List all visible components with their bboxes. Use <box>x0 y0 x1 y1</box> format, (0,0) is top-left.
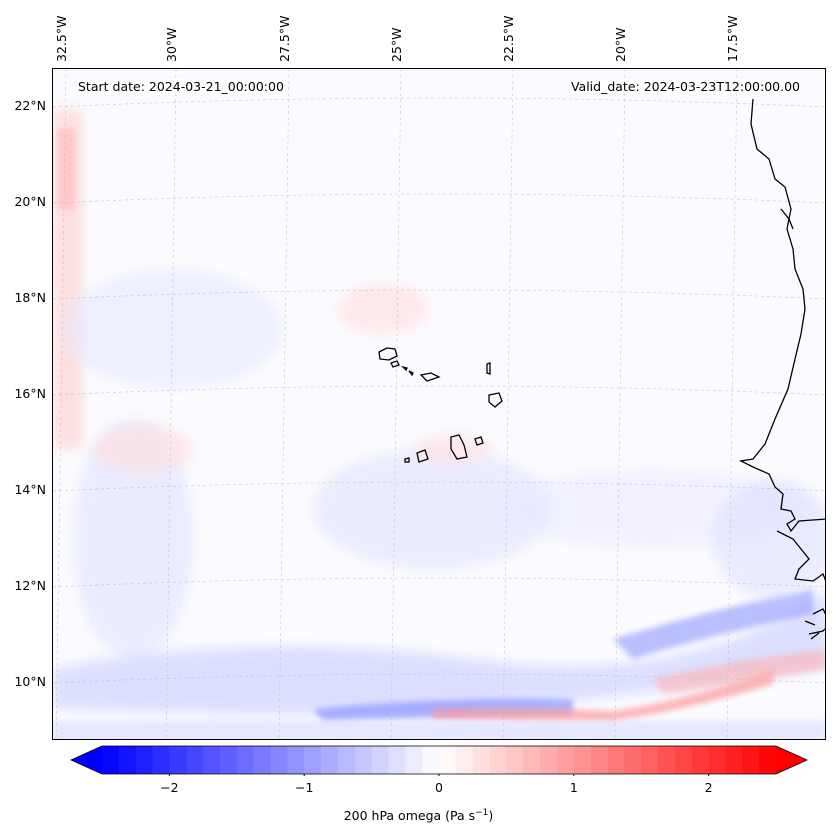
omega-field <box>53 109 825 739</box>
colorbar-extend-max <box>776 746 807 774</box>
meridian-line <box>614 69 626 739</box>
santo-antao-island <box>378 347 398 361</box>
colorbar-segment <box>708 746 727 774</box>
meridian-line <box>390 69 402 739</box>
latitude-label: 20°N <box>14 194 46 209</box>
meridian-line <box>726 69 738 739</box>
latitude-label: 18°N <box>14 290 46 305</box>
colorbar-segment <box>186 746 204 774</box>
colorbar-segment <box>371 746 390 774</box>
colorbar-segment <box>725 746 743 774</box>
longitude-label: 30°W <box>164 27 179 62</box>
parallel-line <box>53 385 825 396</box>
parallel-line <box>53 289 825 300</box>
colorbar-segment <box>304 746 322 774</box>
parallel-line <box>53 577 825 588</box>
colorbar-segment <box>556 746 575 774</box>
colorbar-segment <box>287 746 305 774</box>
meridian-line <box>165 69 177 739</box>
latitude-label: 12°N <box>14 578 46 593</box>
colorbar-segment <box>674 746 693 774</box>
latitude-label: 16°N <box>14 386 46 401</box>
latitude-label: 10°N <box>14 674 46 689</box>
colorbar-segment <box>742 746 760 774</box>
longitude-label: 25°W <box>389 27 404 62</box>
colorbar-segment <box>253 746 272 774</box>
colorbar-segment <box>506 746 524 774</box>
colorbar-segment <box>135 746 154 774</box>
colorbar-segment <box>472 746 491 774</box>
colorbar-segment <box>540 746 558 774</box>
map-panel: Start date: 2024-03-21_00:00:00 Valid_da… <box>52 68 826 740</box>
colorbar-segment <box>388 746 406 774</box>
colorbar-segment <box>439 746 457 774</box>
colorbar-segment <box>152 746 170 774</box>
longitude-label: 32.5°W <box>54 15 69 62</box>
colorbar-segment <box>590 746 609 774</box>
meridian-line <box>502 69 514 739</box>
colorbar-segment <box>759 746 777 774</box>
longitude-label: 17.5°W <box>725 15 740 62</box>
colorbar-segment <box>203 746 221 774</box>
longitude-label: 27.5°W <box>277 15 292 62</box>
valid-date-label: Valid_date: 2024-03-23T12:00:00.00 <box>570 79 800 94</box>
colorbar-outline <box>70 745 808 775</box>
colorbar-tick-label: −1 <box>294 780 314 795</box>
colorbar-label: 200 hPa omega (Pa s−1) <box>343 808 494 824</box>
colorbar-segment <box>573 746 592 774</box>
colorbar-segment <box>236 746 255 774</box>
colorbar-segment <box>455 746 474 774</box>
colorbar-segment <box>219 746 238 774</box>
colorbar-segment <box>118 746 137 774</box>
start-date-label: Start date: 2024-03-21_00:00:00 <box>78 79 284 94</box>
parallel-line <box>53 673 825 684</box>
colorbar-segment <box>321 746 339 774</box>
colorbar-tick-label: 0 <box>435 780 443 795</box>
parallel-line <box>53 97 825 108</box>
meridian-line <box>278 69 290 739</box>
parallel-line <box>53 481 825 492</box>
latitude-label: 14°N <box>14 482 46 497</box>
colorbar-segment <box>337 746 356 774</box>
coastlines <box>378 98 825 640</box>
latitude-label: 22°N <box>14 98 46 113</box>
colorbar-segment <box>102 746 120 774</box>
colorbar-segment <box>641 746 659 774</box>
longitude-label: 22.5°W <box>501 15 516 62</box>
colorbar-segment <box>169 746 187 774</box>
colorbar-segment <box>422 746 440 774</box>
colorbar-segment <box>691 746 710 774</box>
longitude-label: 20°W <box>613 27 628 62</box>
colorbar-segment <box>354 746 373 774</box>
colorbar-tick-label: 1 <box>569 780 578 795</box>
parallel-line <box>53 193 825 204</box>
colorbar-segment <box>523 746 541 774</box>
colorbar <box>70 745 808 776</box>
colorbar-segment <box>607 746 625 774</box>
colorbar-segment <box>624 746 642 774</box>
colorbar-segment <box>405 746 423 774</box>
colorbar-extend-min <box>71 746 102 774</box>
colorbar-segment <box>270 746 288 774</box>
colorbar-tick-label: −2 <box>160 780 179 795</box>
omega-field-map <box>53 69 825 739</box>
meridian-line <box>55 69 67 739</box>
colorbar-segment <box>658 746 676 774</box>
gridlines <box>53 69 825 739</box>
colorbar-tick-label: 2 <box>704 780 713 795</box>
colorbar-segment <box>489 746 507 774</box>
